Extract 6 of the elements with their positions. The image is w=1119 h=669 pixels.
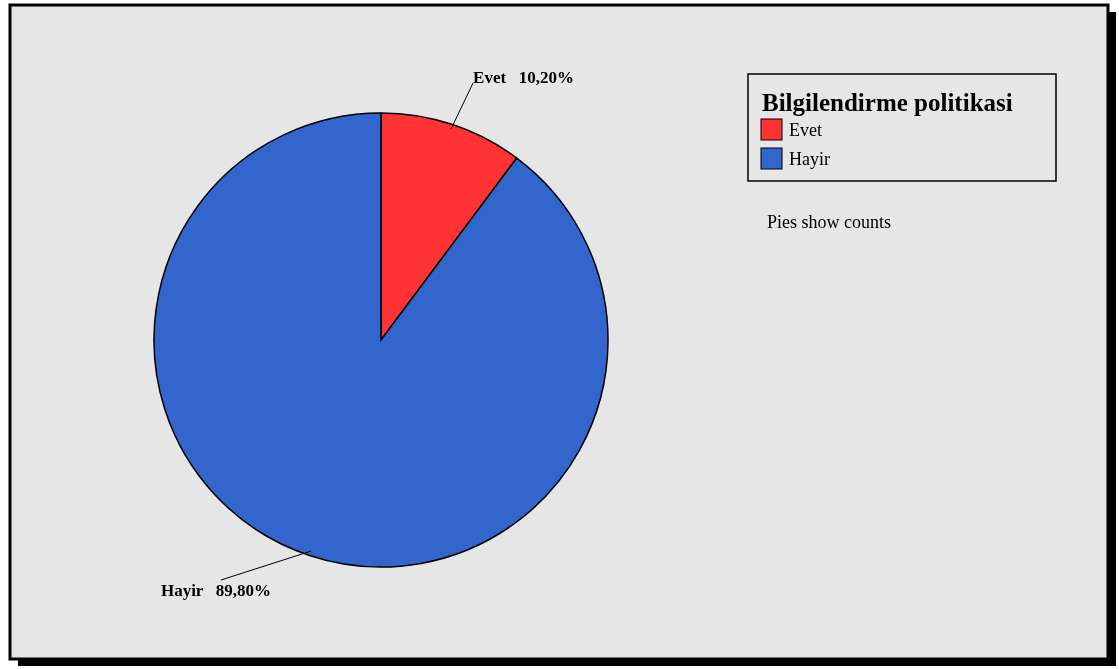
text: Pies show counts bbox=[767, 212, 892, 232]
legend-title: Bilgilendirme politikasi bbox=[762, 89, 1013, 116]
category-label: Evet 10,20% bbox=[473, 68, 575, 87]
legend-label: Evet bbox=[789, 120, 822, 140]
legend-label: Hayir bbox=[789, 149, 830, 169]
category-label: Hayir 89,80% bbox=[160, 581, 272, 600]
